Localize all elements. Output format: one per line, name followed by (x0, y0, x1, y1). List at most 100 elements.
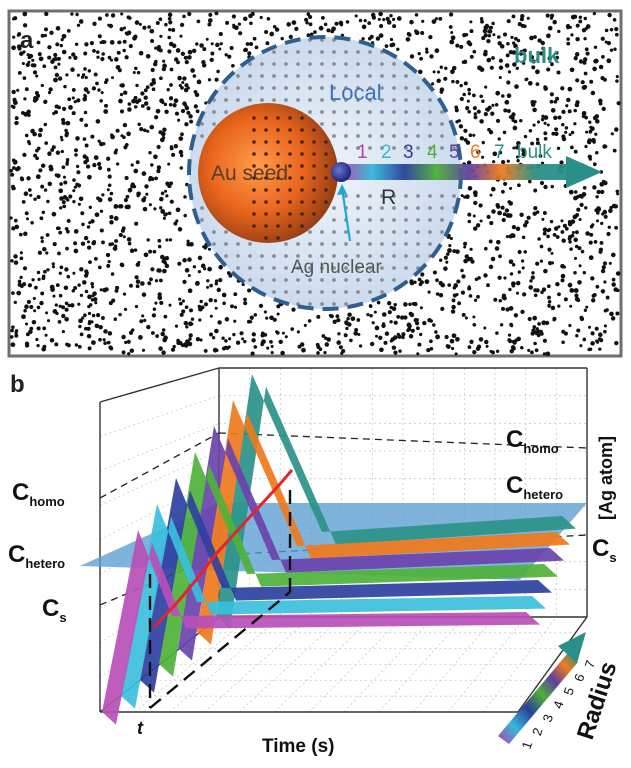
bulk-atom (487, 33, 492, 38)
bulk-atom (419, 56, 423, 61)
local-atom (368, 254, 372, 258)
local-atom (404, 242, 408, 246)
bulk-atom (126, 237, 132, 242)
bulk-atom (231, 14, 236, 19)
bulk-atom (573, 56, 578, 61)
bulk-atom (33, 309, 37, 313)
bulk-atom (135, 83, 139, 88)
bulk-atom (243, 47, 249, 53)
bulk-atom (47, 151, 52, 156)
bulk-atom (420, 30, 425, 36)
bulk-atom (63, 180, 68, 185)
bulk-atom (33, 197, 37, 201)
bulk-atom (389, 13, 393, 18)
bulk-atom (160, 209, 166, 214)
bulk-atom (183, 55, 188, 60)
bulk-atom (531, 59, 536, 64)
bulk-atom (83, 313, 87, 318)
bulk-atom (143, 88, 148, 93)
bulk-atom (64, 301, 69, 306)
bulk-atom (143, 318, 147, 323)
local-atom (284, 62, 288, 66)
bulk-atom (160, 191, 165, 196)
bulk-atom (157, 238, 162, 243)
bulk-atom (159, 206, 163, 210)
radius-axis-arrowhead (558, 632, 586, 663)
bulk-atom (214, 11, 219, 16)
bulk-atom (92, 49, 96, 53)
bulk-atom (614, 225, 619, 230)
bulk-atom (386, 20, 392, 25)
bulk-atom (27, 188, 32, 192)
bulk-atom (243, 339, 247, 344)
bulk-atom (149, 124, 155, 130)
bulk-atom (547, 56, 553, 61)
local-atom (212, 122, 216, 126)
bulk-atom (136, 194, 140, 198)
local-atom (428, 134, 432, 138)
bulk-atom (588, 240, 593, 245)
bulk-atom (408, 311, 413, 316)
bulk-atom (532, 211, 537, 216)
bulk-atom (465, 106, 470, 111)
bulk-atom (481, 36, 486, 41)
bulk-atom (409, 54, 415, 59)
bulk-atom (187, 273, 191, 278)
bulk-atom (176, 60, 180, 65)
bulk-atom (154, 176, 158, 181)
bulk-atom (65, 73, 69, 77)
local-atom (380, 278, 384, 282)
seed-atom (276, 116, 280, 120)
bulk-atom (446, 252, 450, 256)
bulk-atom (15, 121, 19, 125)
bulk-atom (186, 239, 190, 243)
bulk-atom (409, 279, 414, 284)
bulk-atom (123, 198, 128, 203)
bulk-atom (546, 284, 551, 289)
local-atom (332, 206, 336, 210)
bulk-atom (438, 293, 444, 298)
bulk-atom (535, 261, 540, 266)
bulk-atom (575, 23, 580, 28)
bulk-atom (519, 212, 524, 218)
bulk-atom (148, 203, 152, 207)
local-atom (200, 134, 204, 138)
bulk-atom (77, 283, 81, 287)
bulk-atom (11, 325, 15, 329)
seed-atom (288, 116, 292, 120)
bulk-atom (484, 85, 488, 89)
bulk-atom (27, 283, 33, 288)
local-atom (224, 230, 228, 234)
local-atom (392, 110, 396, 114)
bulk-atom (260, 341, 265, 345)
bulk-atom (178, 83, 182, 88)
bulk-atom (529, 279, 533, 283)
x-axis-label: Time (s) (262, 736, 335, 757)
bulk-atom (43, 122, 48, 127)
bulk-atom (585, 51, 590, 56)
bulk-atom (26, 53, 30, 57)
local-atom (332, 290, 336, 294)
bulk-atom (206, 279, 210, 283)
bulk-atom (527, 316, 532, 322)
bulk-atom (498, 65, 504, 70)
local-atom (284, 50, 288, 54)
bulk-atom (72, 200, 76, 204)
bulk-atom (86, 326, 91, 331)
bulk-atom (68, 194, 73, 199)
bulk-atom (187, 257, 192, 262)
bulk-atom (188, 333, 193, 338)
local-atom (368, 230, 372, 234)
bulk-atom (307, 319, 312, 323)
bulk-atom (501, 189, 505, 194)
bulk-atom (481, 99, 485, 103)
bulk-atom (158, 17, 163, 22)
bulk-atom (23, 97, 27, 101)
bulk-atom (431, 19, 437, 24)
local-atom (200, 206, 204, 210)
bulk-atom (419, 306, 423, 310)
bulk-atom (516, 227, 520, 231)
bulk-atom (77, 202, 81, 206)
bulk-atom (128, 330, 134, 335)
bulk-atom (552, 19, 557, 25)
